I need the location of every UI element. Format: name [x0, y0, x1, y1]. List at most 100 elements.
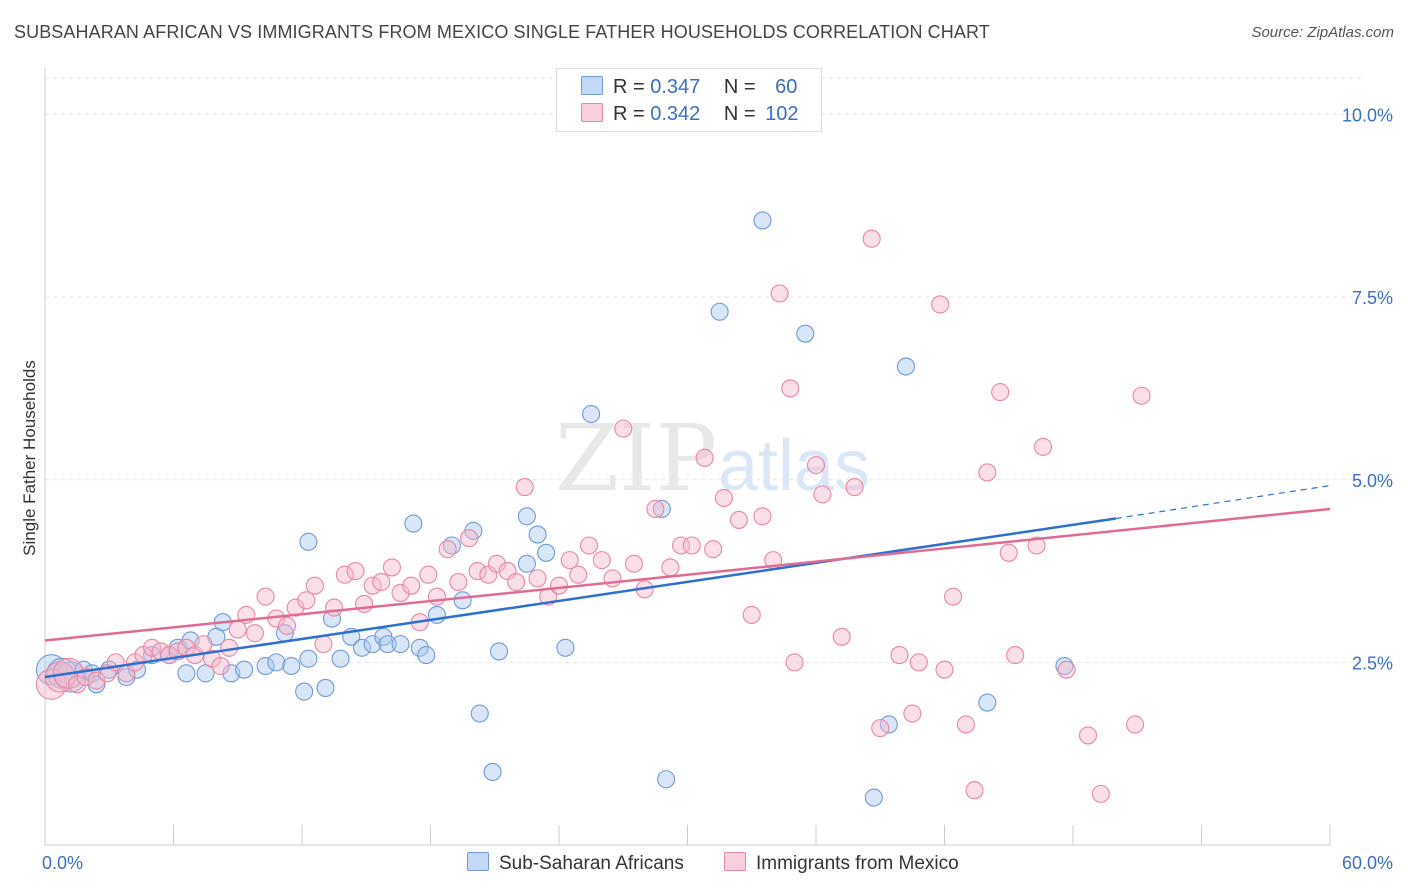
mexico-point-75 [781, 379, 800, 398]
watermark-zip-text: ZIP [555, 405, 717, 512]
mexico-point-60 [614, 419, 633, 438]
mexico-point-44 [449, 572, 468, 592]
y-tick-label-0: 2.5% [1352, 653, 1393, 673]
subsaharan-point-36 [410, 638, 429, 657]
mexico-point-52 [528, 569, 547, 588]
mexico-point-19 [211, 656, 230, 676]
legend-n-value: 60 [775, 76, 798, 98]
subsaharan-point-37 [417, 646, 436, 665]
legend-swatch-blue [581, 76, 603, 95]
legend-r-value: 0.347 [650, 76, 701, 98]
legend-row-mexico: R = 0.342 N = 102 [581, 103, 799, 127]
x-tick-labels: 0.0% 60.0% [42, 853, 1393, 873]
mexico-point-55 [560, 551, 579, 570]
watermark-atlas-text: atlas [718, 426, 870, 506]
mexico-point-41 [419, 565, 438, 584]
mexico-point-42 [427, 587, 446, 606]
legend-n-label: N = [723, 103, 756, 125]
mexico-point-36 [372, 572, 391, 592]
mexico-point-63 [646, 499, 665, 519]
mexico-point-45 [459, 529, 479, 548]
mexico-point-71 [742, 605, 761, 624]
subsaharan-point-55 [796, 324, 815, 343]
mexico-point-93 [1027, 536, 1046, 555]
mexico-point-57 [579, 536, 599, 555]
mexico-point-26 [277, 616, 297, 635]
y-axis-label: Single Father Households [20, 360, 39, 556]
mexico-point-83 [890, 646, 909, 665]
subsaharan-point-23 [295, 682, 314, 701]
mexico-point-96 [1091, 784, 1110, 803]
series-legend-label: Sub-Saharan Africans [499, 853, 684, 874]
mexico-point-65 [672, 536, 691, 555]
mexico-point-100 [909, 653, 928, 672]
subsaharan-point-20 [267, 653, 286, 672]
subsaharan-point-13 [177, 664, 196, 683]
chart-title: SUBSAHARAN AFRICAN VS IMMIGRANTS FROM ME… [14, 22, 990, 42]
y-tick-labels: 2.5% 5.0% 7.5% 10.0% [1342, 106, 1393, 674]
mexico-point-98 [1132, 386, 1151, 405]
mexico-point-59 [603, 569, 622, 588]
subsaharan-point-28 [331, 649, 350, 668]
mexico-point-67 [695, 448, 714, 467]
legend-r-value: 0.342 [650, 103, 701, 125]
mexico-point-51 [515, 478, 534, 497]
mexico-point-68 [704, 540, 723, 559]
subsaharan-point-47 [528, 525, 547, 544]
mexico-point-64 [661, 558, 680, 577]
mexico-point-58 [592, 551, 611, 570]
mexico-point-84 [903, 704, 922, 723]
series-legend-label: Immigrants from Mexico [756, 853, 959, 874]
mexico-point-76 [785, 653, 804, 672]
mexico-point-95 [1057, 660, 1076, 679]
mexico-point-90 [978, 463, 997, 482]
subsaharan-trend-line [44, 517, 1117, 679]
legend-n-label: N = [723, 76, 756, 98]
mexico-point-31 [325, 598, 344, 617]
subsaharan-point-53 [710, 302, 729, 321]
subsaharan-trend-extension [1115, 485, 1331, 520]
subsaharan-point-46 [517, 507, 536, 526]
series-swatch-blue [467, 852, 489, 871]
mexico-point-34 [355, 594, 374, 613]
mexico-point-89 [965, 781, 984, 800]
mexico-point-38 [391, 583, 410, 603]
mexico-point-28 [297, 591, 316, 610]
mexico-point-92 [999, 543, 1018, 562]
subsaharan-point-35 [404, 514, 423, 533]
mexico-point-80 [845, 478, 864, 497]
legend-r-label: R = [613, 76, 645, 98]
subsaharan-point-51 [652, 499, 671, 519]
subsaharan-point-31 [363, 635, 382, 654]
subsaharan-point-42 [470, 704, 489, 723]
gridlines [45, 77, 1365, 663]
mexico-point-39 [402, 576, 421, 595]
mexico-point-48 [487, 554, 506, 573]
subsaharan-point-18 [235, 660, 254, 679]
subsaharan-point-25 [299, 532, 318, 551]
mexico-point-91 [991, 383, 1010, 402]
stats-legend: R = 0.347 N = 60 R = 0.342 N = 102 [556, 68, 822, 132]
mexico-point-30 [314, 635, 333, 654]
mexico-point-81 [862, 229, 881, 248]
mexico-point-79 [832, 627, 851, 646]
subsaharan-point-24 [299, 649, 318, 668]
source-credit: Source: ZipAtlas.com [1251, 24, 1394, 41]
subsaharan-point-30 [352, 638, 372, 657]
mexico-point-29 [305, 576, 324, 595]
axes [44, 68, 1331, 846]
trend-lines [44, 485, 1331, 679]
subsaharan-point-26 [316, 678, 335, 697]
mexico-point-32 [335, 565, 354, 584]
data-points [35, 211, 1151, 807]
series-legend-mexico: Immigrants from Mexico [724, 852, 959, 876]
mexico-point-33 [346, 562, 365, 581]
mexico-point-88 [956, 715, 975, 734]
mexico-point-72 [753, 507, 772, 526]
subsaharan-point-48 [537, 543, 556, 562]
mexico-point-70 [729, 510, 748, 529]
mexico-point-37 [382, 558, 402, 577]
mexico-point-50 [507, 572, 526, 592]
subsaharan-point-52 [657, 770, 676, 789]
